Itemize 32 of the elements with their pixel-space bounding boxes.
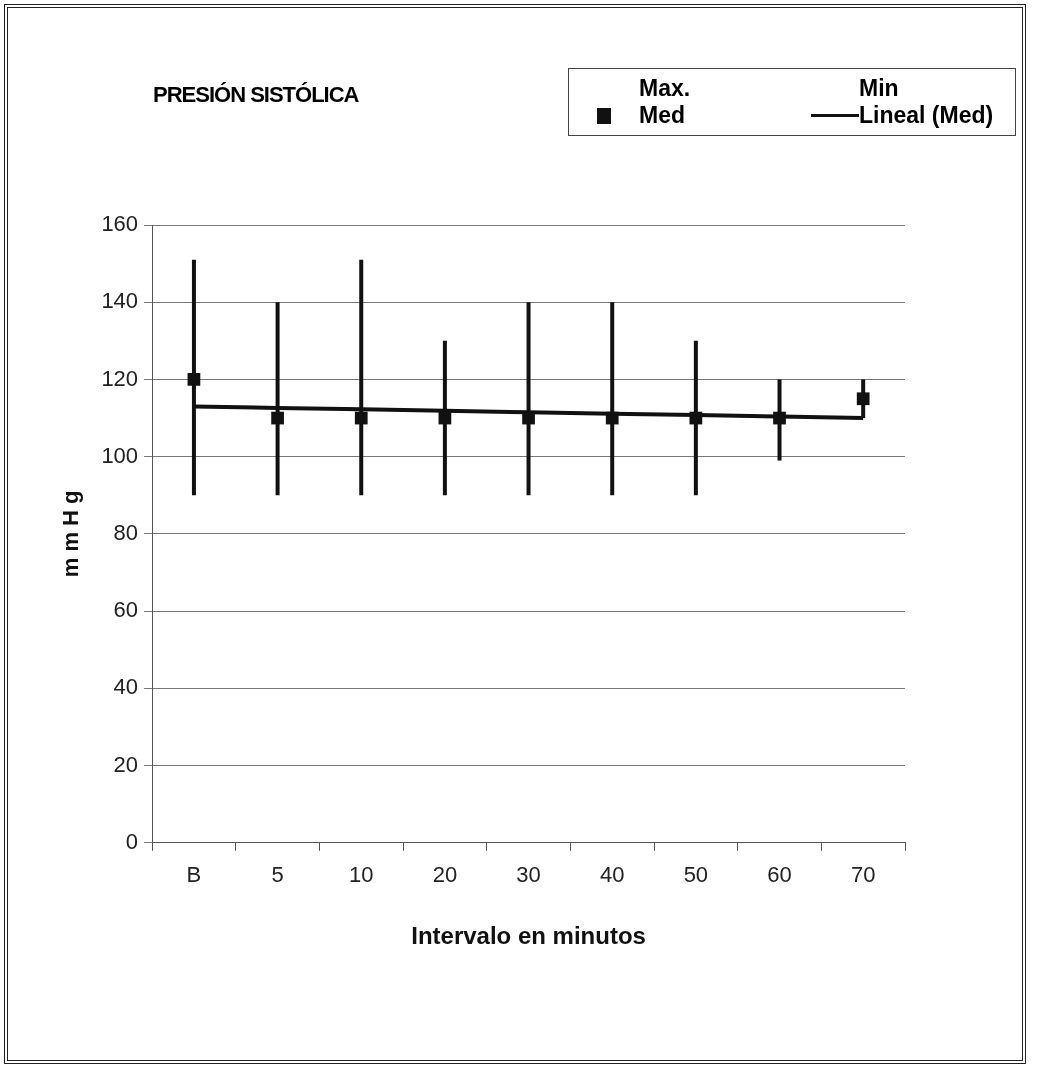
x-tick-label: 5 xyxy=(271,862,284,888)
y-tick-label: 120 xyxy=(101,365,139,391)
legend-label: Lineal (Med) xyxy=(859,102,995,129)
point xyxy=(187,373,201,386)
y-axis-title: m m H g xyxy=(58,490,84,578)
point xyxy=(271,411,284,425)
x-tick-label: 60 xyxy=(767,862,792,888)
point xyxy=(354,411,368,425)
y-tick-label: 100 xyxy=(101,442,139,468)
x-tick-label: B xyxy=(186,862,202,888)
point xyxy=(605,411,619,425)
x-tick-label: 40 xyxy=(599,862,625,888)
y-tick-label: 60 xyxy=(113,597,139,623)
y-tick-label: 0 xyxy=(125,828,139,854)
x-axis-title: Intervalo en minutos xyxy=(411,922,646,950)
chart-title: PRESIÓN SISTÓLICA xyxy=(153,82,359,108)
y-tick-label: 40 xyxy=(113,674,139,700)
text: Max. xyxy=(639,75,692,102)
x-tick-label: 10 xyxy=(349,862,374,888)
text: Min xyxy=(859,75,900,102)
y-tick-label: 80 xyxy=(113,519,139,545)
x-tick-label: 30 xyxy=(516,862,541,888)
x-tick-label: 20 xyxy=(432,862,458,888)
y-tick-label: 140 xyxy=(101,288,139,314)
y-tick-label: 20 xyxy=(113,751,139,777)
y-tick-label: 160 xyxy=(101,211,139,237)
point xyxy=(773,411,786,425)
x-tick-label: 50 xyxy=(683,862,709,888)
point xyxy=(689,411,703,425)
x-tick-label: 70 xyxy=(850,862,876,888)
point xyxy=(856,392,870,406)
legend-label: Med xyxy=(639,102,686,129)
